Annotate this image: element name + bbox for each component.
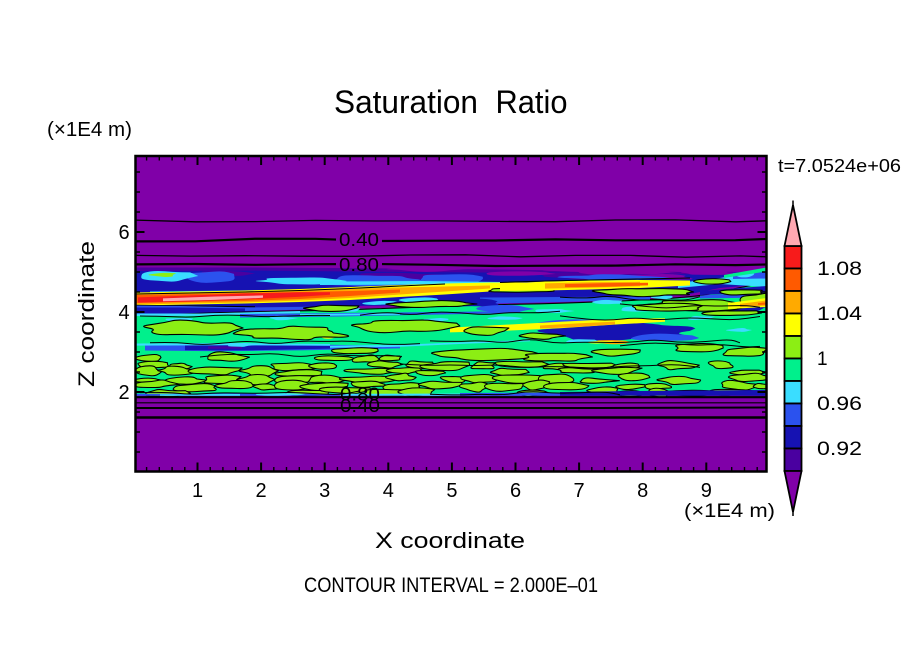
svg-text:2: 2 xyxy=(118,382,129,404)
svg-text:0.40: 0.40 xyxy=(339,230,379,250)
svg-text:7: 7 xyxy=(574,480,585,502)
svg-text:1.08: 1.08 xyxy=(817,259,862,280)
svg-text:X coordinate: X coordinate xyxy=(375,528,525,553)
svg-text:1.04: 1.04 xyxy=(817,304,863,325)
svg-text:2: 2 xyxy=(256,480,267,502)
svg-text:9: 9 xyxy=(701,480,712,502)
svg-text:Z coordinate: Z coordinate xyxy=(74,241,99,387)
svg-text:0.40: 0.40 xyxy=(340,396,380,416)
svg-text:0.80: 0.80 xyxy=(340,385,380,405)
svg-text:t=7.0524e+06: t=7.0524e+06 xyxy=(778,156,901,176)
svg-text:1: 1 xyxy=(817,349,828,370)
svg-text:4: 4 xyxy=(118,302,129,324)
svg-text:4: 4 xyxy=(383,480,394,502)
svg-text:CONTOUR INTERVAL = 2.000E–01: CONTOUR INTERVAL = 2.000E–01 xyxy=(304,574,598,597)
svg-text:6: 6 xyxy=(510,480,521,502)
svg-text:5: 5 xyxy=(446,480,457,502)
svg-text:0.92: 0.92 xyxy=(817,439,862,460)
svg-text:6: 6 xyxy=(118,222,129,244)
svg-text:8: 8 xyxy=(637,480,648,502)
svg-text:Ratio: Ratio xyxy=(496,84,568,120)
svg-text:(×1E4 m): (×1E4 m) xyxy=(684,501,775,522)
svg-text:(×1E4 m): (×1E4 m) xyxy=(47,119,132,141)
svg-text:0.96: 0.96 xyxy=(817,394,862,415)
svg-text:Saturation: Saturation xyxy=(334,84,478,120)
svg-text:0.80: 0.80 xyxy=(339,255,379,275)
svg-text:3: 3 xyxy=(319,480,330,502)
svg-text:1: 1 xyxy=(192,480,203,502)
